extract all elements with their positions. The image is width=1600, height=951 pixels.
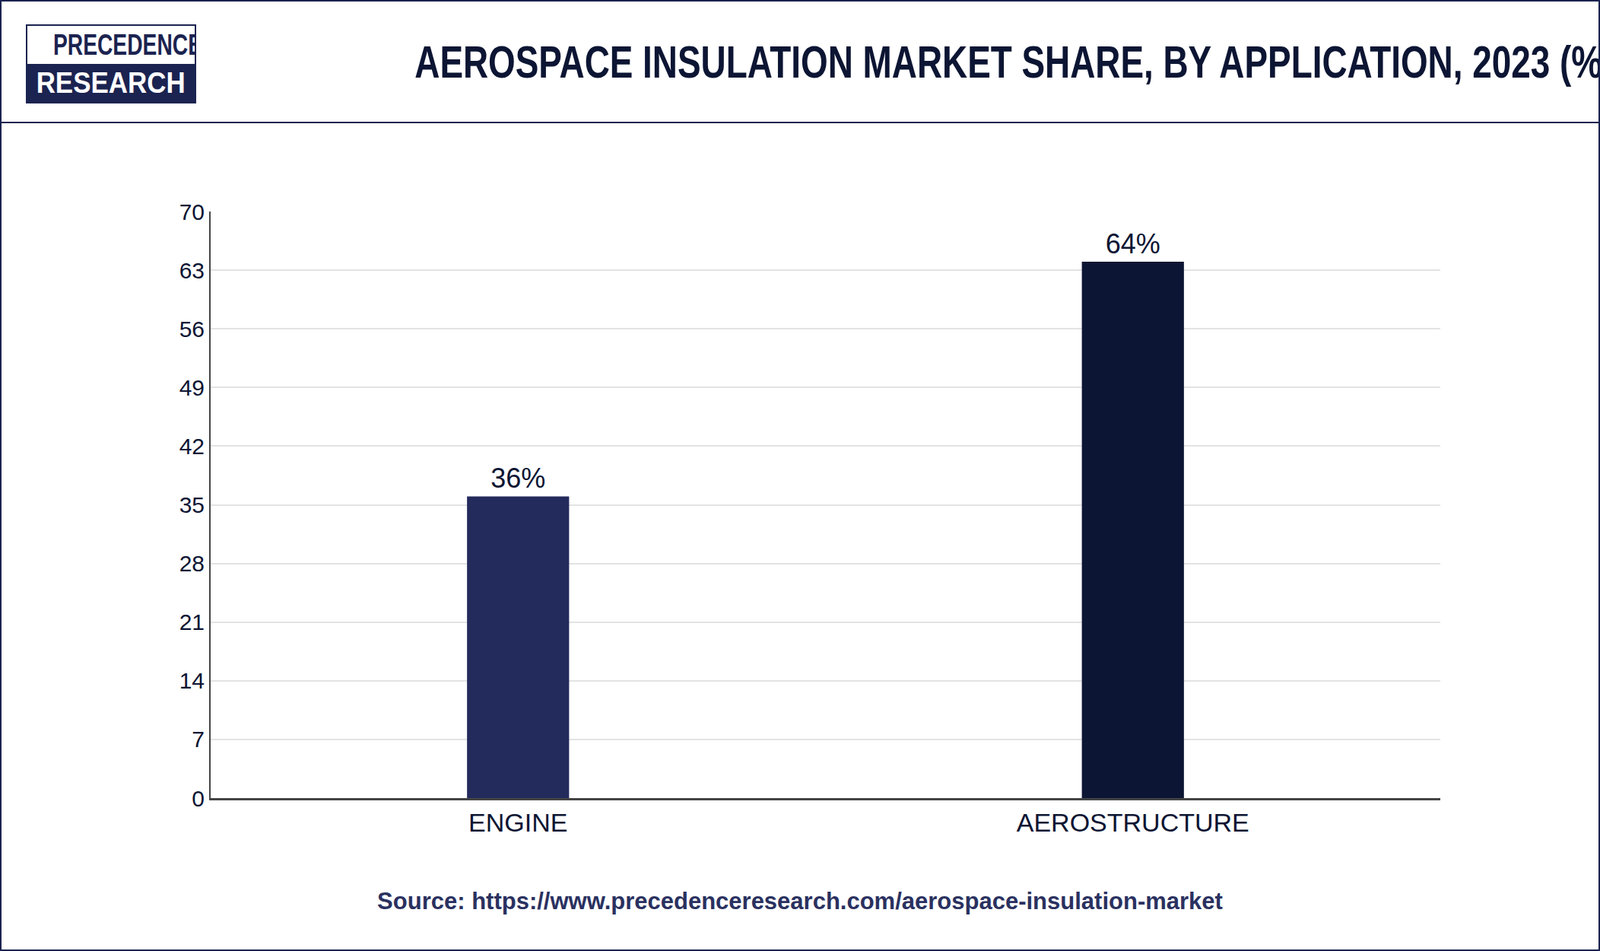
svg-text:49: 49 [179,374,205,400]
svg-text:0: 0 [191,785,205,811]
svg-text:63: 63 [179,257,205,283]
svg-text:42: 42 [179,433,205,459]
svg-text:35: 35 [179,492,205,518]
svg-text:28: 28 [179,550,205,576]
svg-text:21: 21 [179,609,205,635]
svg-text:36%: 36% [490,462,546,494]
svg-text:56: 56 [179,316,205,342]
svg-text:64%: 64% [1105,228,1161,260]
html-text:Source: https://www.precedence: Source: https://www.precedenceresearch.c… [377,887,1223,915]
svg-text:ENGINE: ENGINE [468,807,568,837]
svg-text:AEROSTRUCTURE: AEROSTRUCTURE [1016,807,1250,837]
svg-text:14: 14 [179,667,205,693]
html-text:RESEARCH: RESEARCH [36,66,186,99]
svg-text:70: 70 [179,199,205,225]
svg-text:7: 7 [191,726,205,752]
